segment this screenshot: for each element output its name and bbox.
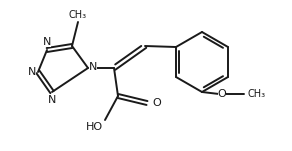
Text: HO: HO <box>86 122 103 132</box>
Text: N: N <box>43 37 51 47</box>
Text: O: O <box>152 98 161 108</box>
Text: N: N <box>89 62 97 72</box>
Text: CH₃: CH₃ <box>247 89 265 99</box>
Text: O: O <box>218 89 226 99</box>
Text: N: N <box>28 67 36 77</box>
Text: N: N <box>48 95 56 105</box>
Text: CH₃: CH₃ <box>69 10 87 20</box>
